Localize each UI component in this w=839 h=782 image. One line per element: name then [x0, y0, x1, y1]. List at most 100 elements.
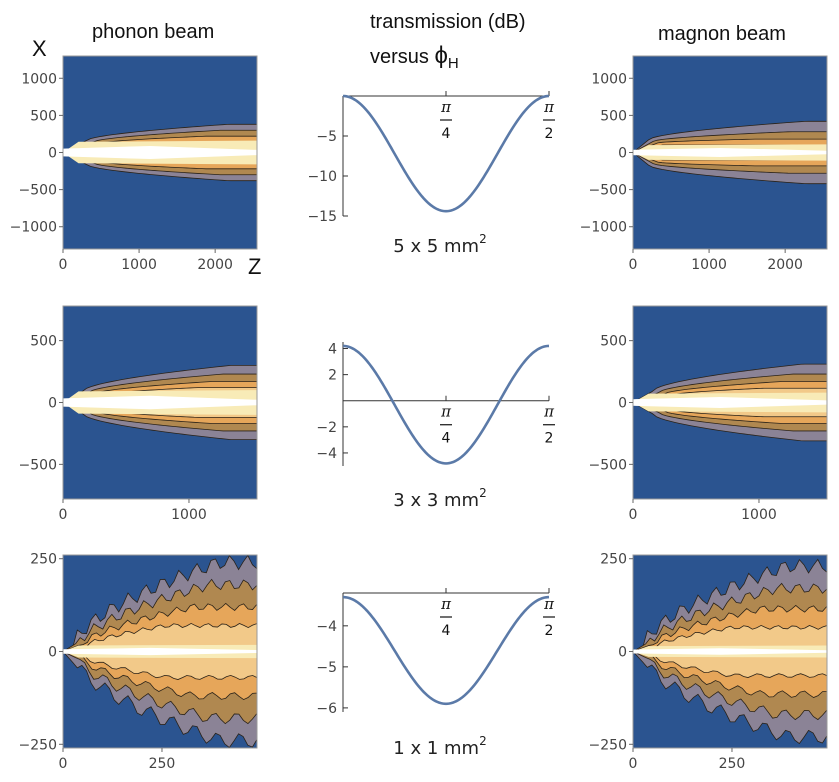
transmission-header-line2: versus ϕH [370, 42, 459, 72]
size-label: 1 x 1 mm2 [393, 734, 486, 759]
y-tick-label: −500 [589, 457, 627, 473]
y-tick-label: −500 [19, 457, 57, 473]
x-tick-label: 1000 [741, 507, 777, 523]
x-tick-label: 0 [59, 257, 68, 273]
size-label-superscript: 2 [479, 486, 487, 500]
heatmap-body [63, 123, 257, 182]
x-tick-numerator: π [543, 98, 555, 116]
x-tick-label: 0 [629, 257, 638, 273]
x-tick-numerator: π [440, 403, 452, 421]
x-tick-denominator: 4 [442, 623, 451, 639]
x-tick-label: 1000 [121, 257, 157, 273]
phonon-beam-3x3: 500 0 −500 0 1000 [19, 305, 258, 523]
x-tick-label: 0 [629, 756, 638, 772]
y-tick-label: 0 [48, 396, 57, 412]
y-tick-label: −500 [589, 183, 627, 199]
x-tick-numerator: π [543, 403, 555, 421]
y-tick-label: 500 [600, 334, 627, 350]
x-tick-numerator: π [543, 595, 555, 613]
x-tick-numerator: π [440, 595, 452, 613]
magnon-beam-5x5: 1000 500 0 −500 −1000 0 1000 2000 [580, 55, 828, 273]
y-tick-label: 500 [600, 108, 627, 124]
phi-symbol: ϕ [434, 42, 448, 69]
y-tick-label: −10 [307, 169, 337, 185]
y-tick-label: 250 [30, 552, 57, 568]
heatmap-body [633, 120, 827, 185]
y-tick-label: −1000 [10, 220, 57, 236]
y-tick-label: −5 [316, 129, 337, 145]
magnon-beam-3x3: 500 0 −500 0 1000 [589, 305, 828, 523]
contour-white-core [63, 647, 257, 656]
y-tick-label: −2 [316, 420, 337, 436]
x-tick-label: 1000 [691, 257, 727, 273]
magnon-beam-header: magnon beam [658, 23, 786, 45]
y-tick-label: −4 [316, 446, 337, 462]
phi-subscript: H [447, 55, 459, 72]
x-tick-denominator: 2 [545, 126, 554, 142]
y-tick-label: −6 [316, 701, 337, 717]
y-tick-label: 1000 [21, 71, 57, 87]
y-tick-label: −250 [19, 737, 57, 753]
x-tick-label: 2000 [767, 257, 803, 273]
contour-white-core [633, 397, 827, 408]
y-tick-label: −15 [307, 209, 337, 225]
size-label-text: 5 x 5 mm [393, 236, 479, 257]
x-tick-label: 250 [719, 756, 746, 772]
y-tick-label: 0 [618, 645, 627, 661]
y-tick-label: 2 [328, 368, 337, 384]
y-tick-label: −4 [316, 619, 337, 635]
x-tick-denominator: 2 [545, 431, 554, 447]
y-tick-label: 4 [328, 342, 337, 358]
y-tick-label: 500 [30, 108, 57, 124]
y-tick-label: 0 [618, 146, 627, 162]
transmission-header-line1: transmission (dB) [370, 11, 526, 33]
y-tick-label: 1000 [591, 71, 627, 87]
x-tick-label: 0 [59, 756, 68, 772]
heatmap-body [63, 364, 257, 441]
x-tick-label: 2000 [197, 257, 233, 273]
heatmap-body [633, 558, 827, 745]
x-tick-denominator: 4 [442, 126, 451, 142]
x-tick-label: 0 [59, 507, 68, 523]
contour-white-core [63, 395, 257, 410]
phonon-beam-5x5: 1000 500 0 −500 −1000 0 1000 2000 [10, 55, 258, 273]
y-tick-label: 500 [30, 334, 57, 350]
y-tick-label: −250 [589, 737, 627, 753]
transmission-curve [342, 94, 550, 213]
x-axis-label: X [32, 36, 47, 61]
x-tick-numerator: π [440, 98, 452, 116]
y-tick-label: −1000 [580, 220, 627, 236]
contour-white-core [633, 648, 827, 655]
versus-text: versus [370, 46, 435, 68]
size-label-superscript: 2 [479, 232, 487, 246]
heatmap-body [63, 555, 257, 748]
x-tick-denominator: 2 [545, 623, 554, 639]
y-tick-label: 0 [48, 645, 57, 661]
size-label-superscript: 2 [479, 734, 487, 748]
size-label: 3 x 3 mm2 [393, 486, 486, 511]
transmission-curve [342, 344, 550, 465]
transmission-curve [342, 595, 550, 706]
x-tick-label: 1000 [171, 507, 207, 523]
x-tick-denominator: 4 [442, 431, 451, 447]
size-label-text: 1 x 1 mm [393, 738, 479, 759]
size-label: 5 x 5 mm2 [393, 232, 486, 257]
size-label-text: 3 x 3 mm [393, 490, 479, 511]
y-tick-label: 250 [600, 552, 627, 568]
phonon-beam-header: phonon beam [92, 21, 215, 43]
x-tick-label: 250 [149, 756, 176, 772]
contour-white-core [63, 145, 257, 160]
heatmap-body [633, 363, 827, 442]
x-tick-label: 0 [629, 507, 638, 523]
y-tick-label: −500 [19, 183, 57, 199]
z-axis-label: Z [248, 254, 262, 279]
y-tick-label: −5 [316, 660, 337, 676]
contour-white-core [633, 148, 827, 157]
y-tick-label: 0 [618, 396, 627, 412]
